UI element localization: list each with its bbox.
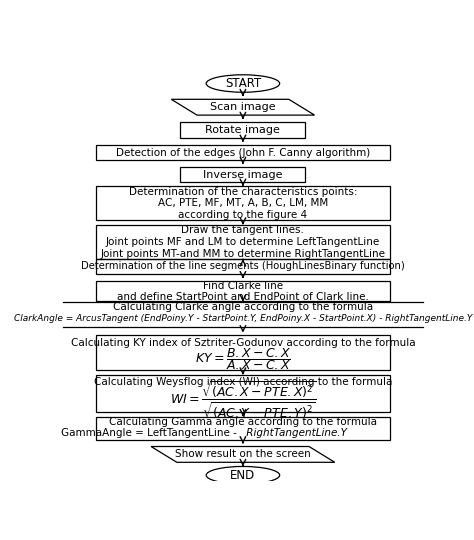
Text: Calculating Clarke angle according to the formula: Calculating Clarke angle according to th… xyxy=(113,302,373,312)
Text: Rotate image: Rotate image xyxy=(206,125,280,135)
Text: Calculating Gamma angle according to the formula: Calculating Gamma angle according to the… xyxy=(109,417,377,427)
Text: Detection of the edges (John F. Canny algorithm): Detection of the edges (John F. Canny al… xyxy=(116,147,370,158)
Bar xyxy=(96,259,390,274)
Text: Determination of the line segments (HoughLinesBinary function): Determination of the line segments (Houg… xyxy=(81,261,405,272)
Text: Calculating KY index of Sztriter-Godunov according to the formula: Calculating KY index of Sztriter-Godunov… xyxy=(71,338,415,348)
Text: $KY = \dfrac{B.X-C.X}{A.X-C.X}$: $KY = \dfrac{B.X-C.X}{A.X-C.X}$ xyxy=(195,346,291,372)
Text: Show result on the screen: Show result on the screen xyxy=(175,449,311,460)
Text: Inverse image: Inverse image xyxy=(203,170,283,180)
Bar xyxy=(96,186,390,220)
Bar xyxy=(96,281,390,301)
Bar xyxy=(96,145,390,160)
Text: Determination of the characteristics points:
AC, PTE, MF, MT, A, B, C, LM, MM
ac: Determination of the characteristics poi… xyxy=(128,187,357,220)
Text: GammaAngle = LeftTangentLine -: GammaAngle = LeftTangentLine - xyxy=(61,428,243,438)
Text: ClarkAngle = ArcusTangent (EndPoiny.Y - StartPoint.Y, EndPoiny.X - StartPoint.X): ClarkAngle = ArcusTangent (EndPoiny.Y - … xyxy=(14,314,472,323)
Text: Find Clarke line
and define StartPoint and EndPoint of Clark line.: Find Clarke line and define StartPoint a… xyxy=(117,281,369,302)
Text: Calculating Weysflog index (WI) according to the formula: Calculating Weysflog index (WI) accordin… xyxy=(94,377,392,387)
Text: START: START xyxy=(225,77,261,90)
Bar xyxy=(181,122,305,138)
Text: Draw the tangent lines.
Joint points MF and LM to determine LeftTangentLine
Join: Draw the tangent lines. Joint points MF … xyxy=(100,225,385,259)
Bar xyxy=(96,335,390,369)
Text: RightTangentLine.Y: RightTangentLine.Y xyxy=(243,428,347,438)
Text: Scan image: Scan image xyxy=(210,102,276,112)
Bar xyxy=(181,167,305,182)
Text: END: END xyxy=(230,469,255,482)
Bar xyxy=(96,375,390,413)
Text: $WI = \dfrac{\sqrt{(AC.X-PTE.X)^2}}{\sqrt{(AC.Y-PTE.Y)^2}}$: $WI = \dfrac{\sqrt{(AC.X-PTE.X)^2}}{\sqr… xyxy=(170,379,316,421)
Bar xyxy=(96,225,390,259)
Bar xyxy=(96,416,390,440)
